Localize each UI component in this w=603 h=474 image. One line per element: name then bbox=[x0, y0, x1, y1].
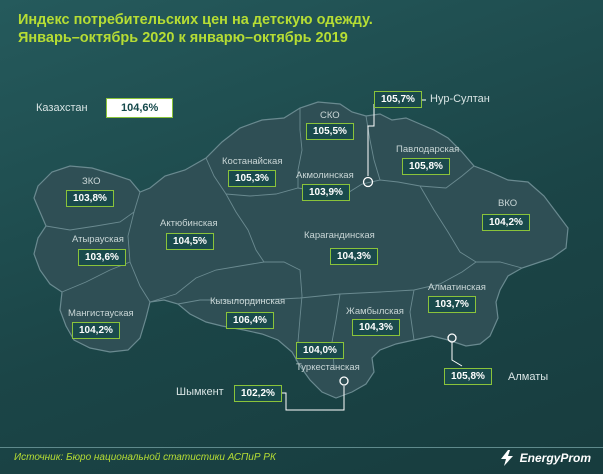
region-label-vko: ВКО bbox=[498, 198, 518, 209]
region-label-karaganda: Карагандинская bbox=[304, 230, 375, 241]
nur-sultan-value: 105,7% bbox=[374, 91, 422, 108]
country-value: 104,6% bbox=[106, 98, 174, 118]
shymkent-marker bbox=[339, 376, 349, 386]
nur-sultan-marker bbox=[362, 176, 374, 188]
lightning-icon bbox=[500, 450, 513, 466]
region-value-kostanay: 105,3% bbox=[228, 170, 276, 187]
region-value-kyzylorda: 106,4% bbox=[226, 312, 274, 329]
title-line-2: Январь–октябрь 2020 к январю–октябрь 201… bbox=[18, 30, 348, 46]
footer-divider bbox=[0, 447, 603, 448]
region-label-akmola: Акмолинская bbox=[296, 170, 354, 181]
region-label-zhambyl: Жамбылская bbox=[346, 306, 404, 317]
region-value-almaty-region: 103,7% bbox=[428, 296, 476, 313]
region-label-kostanay: Костанайская bbox=[222, 156, 283, 167]
region-value-sko: 105,5% bbox=[306, 123, 354, 140]
region-value-pavlodar: 105,8% bbox=[402, 158, 450, 175]
logo-text: EnergyProm bbox=[519, 451, 591, 465]
almaty-name: Алматы bbox=[508, 371, 549, 383]
nur-sultan-name: Нур-Султан bbox=[430, 93, 490, 105]
region-label-zko: ЗКО bbox=[82, 176, 101, 187]
shymkent-value: 102,2% bbox=[234, 385, 282, 402]
title-line-1: Индекс потребительских цен на детскую од… bbox=[18, 12, 373, 28]
region-label-kyzylorda: Кызылординская bbox=[210, 296, 286, 307]
shymkent-name: Шымкент bbox=[176, 386, 224, 398]
country-name: Казахстан bbox=[36, 102, 88, 114]
region-value-aktobe: 104,5% bbox=[166, 233, 214, 250]
source-note: Источник: Бюро национальной статистики А… bbox=[14, 452, 276, 463]
almaty-marker bbox=[447, 333, 457, 343]
region-label-almaty-region: Алматинская bbox=[428, 282, 486, 293]
region-value-zko: 103,8% bbox=[66, 190, 114, 207]
region-label-mangystau: Мангистауская bbox=[68, 308, 134, 319]
region-value-turkestan: 104,0% bbox=[296, 342, 344, 359]
region-label-turkestan: Туркестанская bbox=[296, 362, 360, 373]
region-value-vko: 104,2% bbox=[482, 214, 530, 231]
region-borders bbox=[45, 108, 523, 367]
region-value-akmola: 103,9% bbox=[302, 184, 350, 201]
almaty-value: 105,8% bbox=[444, 368, 492, 385]
brand-logo: EnergyProm bbox=[498, 450, 591, 466]
region-value-atyrau: 103,6% bbox=[78, 249, 126, 266]
region-value-zhambyl: 104,3% bbox=[352, 319, 400, 336]
region-value-mangystau: 104,2% bbox=[72, 322, 120, 339]
region-label-pavlodar: Павлодарская bbox=[396, 144, 460, 155]
country-outline bbox=[33, 101, 569, 399]
region-label-sko: СКО bbox=[320, 110, 340, 121]
region-label-aktobe: Актюбинская bbox=[160, 218, 218, 229]
region-value-karaganda: 104,3% bbox=[330, 248, 378, 265]
region-label-atyrau: Атырауская bbox=[72, 234, 124, 245]
